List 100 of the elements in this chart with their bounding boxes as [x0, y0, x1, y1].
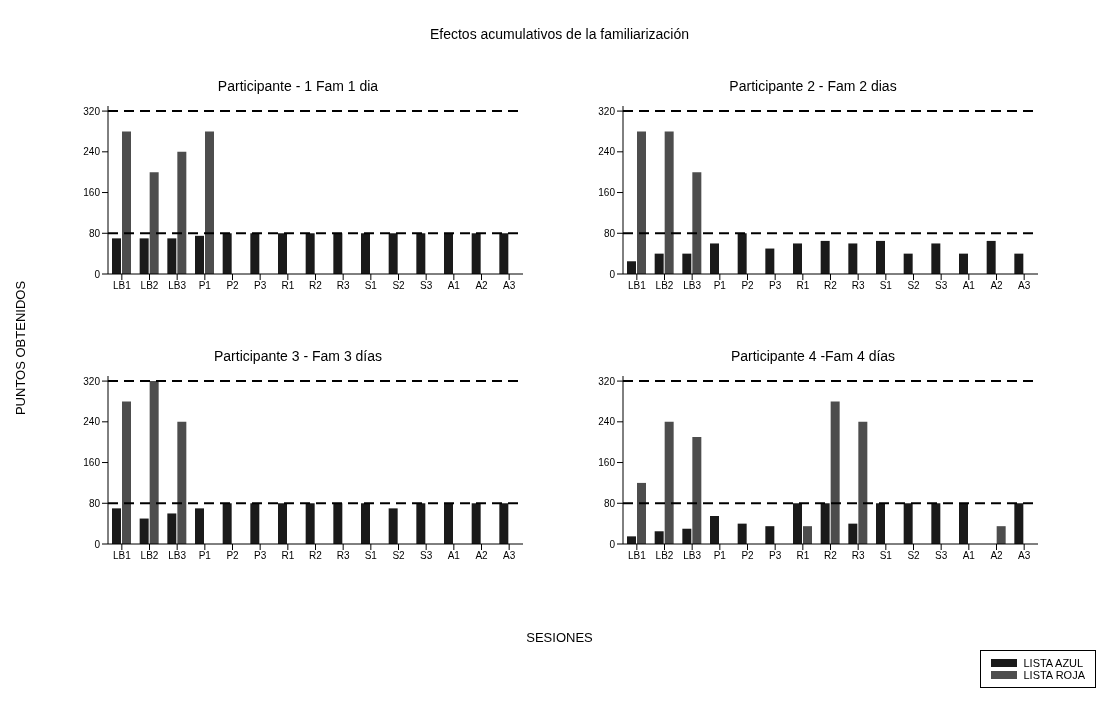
bar	[122, 401, 131, 544]
x-tick-label: R2	[824, 550, 838, 562]
bar	[986, 240, 996, 274]
bar	[654, 253, 664, 274]
x-tick-label: A1	[962, 550, 976, 562]
bar	[830, 401, 840, 544]
x-tick-label: R2	[309, 550, 323, 562]
bar	[222, 503, 232, 544]
bar	[654, 531, 664, 544]
y-tick-label: 80	[603, 497, 616, 509]
bar	[931, 243, 941, 274]
x-tick-label: A2	[990, 280, 1004, 292]
x-tick-label: S3	[935, 280, 948, 292]
chart-title: Participante 3 - Fam 3 días	[212, 348, 384, 366]
x-tick-label: A2	[475, 280, 489, 292]
x-tick-label: S3	[420, 550, 433, 562]
x-tick-label: P3	[254, 550, 267, 562]
bar	[848, 243, 858, 274]
bar	[737, 233, 747, 274]
x-tick-label: P1	[198, 550, 212, 562]
y-tick-label: 240	[598, 416, 616, 428]
bar	[333, 503, 343, 544]
bar	[177, 421, 187, 544]
x-tick-label: LB1	[627, 280, 647, 292]
x-tick-label: A3	[503, 550, 516, 562]
bar	[471, 503, 481, 544]
bar	[444, 503, 453, 544]
y-tick-label: 0	[94, 268, 101, 280]
bar	[278, 233, 287, 274]
bar	[149, 172, 159, 274]
bar	[637, 131, 646, 274]
y-tick-label: 80	[88, 497, 101, 509]
x-tick-label: A1	[962, 280, 976, 292]
bar	[471, 233, 481, 274]
bar	[765, 248, 775, 274]
bar	[793, 243, 802, 274]
y-tick-label: 320	[83, 105, 101, 117]
bar	[278, 503, 287, 544]
legend-label: LISTA AZUL	[1023, 657, 1084, 669]
x-tick-label: S2	[907, 280, 921, 292]
x-tick-label: P1	[198, 280, 212, 292]
bar	[305, 233, 315, 274]
x-tick-label: LB3	[168, 550, 187, 562]
bar	[664, 131, 674, 274]
bar	[195, 508, 204, 544]
x-tick-label: LB1	[112, 550, 132, 562]
bar	[820, 240, 830, 274]
bar	[177, 151, 187, 274]
bar	[793, 503, 802, 544]
bar	[820, 503, 830, 544]
bar	[664, 421, 674, 544]
x-tick-label: P1	[713, 280, 727, 292]
x-tick-label: LB2	[655, 280, 674, 292]
y-tick-label: 320	[598, 105, 616, 117]
x-tick-label: LB2	[140, 280, 159, 292]
bar	[903, 503, 913, 544]
bar	[416, 503, 426, 544]
y-tick-label: 320	[598, 375, 616, 387]
x-tick-label: A2	[475, 550, 489, 562]
bar	[250, 233, 260, 274]
x-tick-label: P2	[226, 550, 240, 562]
bar	[996, 526, 1006, 544]
x-tick-label: R1	[281, 550, 295, 562]
legend-label: LISTA ROJA	[1023, 669, 1085, 681]
x-tick-label: LB1	[112, 280, 132, 292]
bar	[1014, 253, 1024, 274]
bar	[637, 482, 646, 544]
x-tick-label: R1	[281, 280, 295, 292]
bar	[1014, 503, 1024, 544]
bar	[388, 508, 398, 544]
bar	[122, 131, 131, 274]
bar	[959, 503, 968, 544]
bar	[876, 240, 885, 274]
bar	[931, 503, 941, 544]
chart-title: Participante 2 - Fam 2 dias	[728, 78, 898, 96]
x-tick-label: LB3	[683, 280, 702, 292]
x-tick-label: R3	[851, 550, 865, 562]
bar	[848, 523, 858, 544]
x-tick-label: LB1	[627, 550, 647, 562]
x-tick-label: P2	[741, 550, 755, 562]
bar	[803, 526, 812, 544]
bar	[499, 503, 509, 544]
bar	[876, 503, 885, 544]
bar	[305, 503, 315, 544]
bar	[149, 381, 159, 544]
bar	[858, 421, 868, 544]
bar	[737, 523, 747, 544]
bar	[710, 243, 719, 274]
x-tick-label: A2	[990, 550, 1004, 562]
bar	[499, 233, 509, 274]
x-tick-label: A1	[447, 280, 461, 292]
bar	[139, 238, 149, 274]
bar	[627, 261, 636, 274]
x-tick-label: R3	[851, 280, 865, 292]
x-tick-label: S1	[879, 550, 893, 562]
bar	[682, 253, 692, 274]
x-tick-label: S2	[907, 550, 921, 562]
bar	[682, 528, 692, 544]
x-tick-label: S2	[392, 550, 406, 562]
x-tick-label: R1	[796, 550, 810, 562]
